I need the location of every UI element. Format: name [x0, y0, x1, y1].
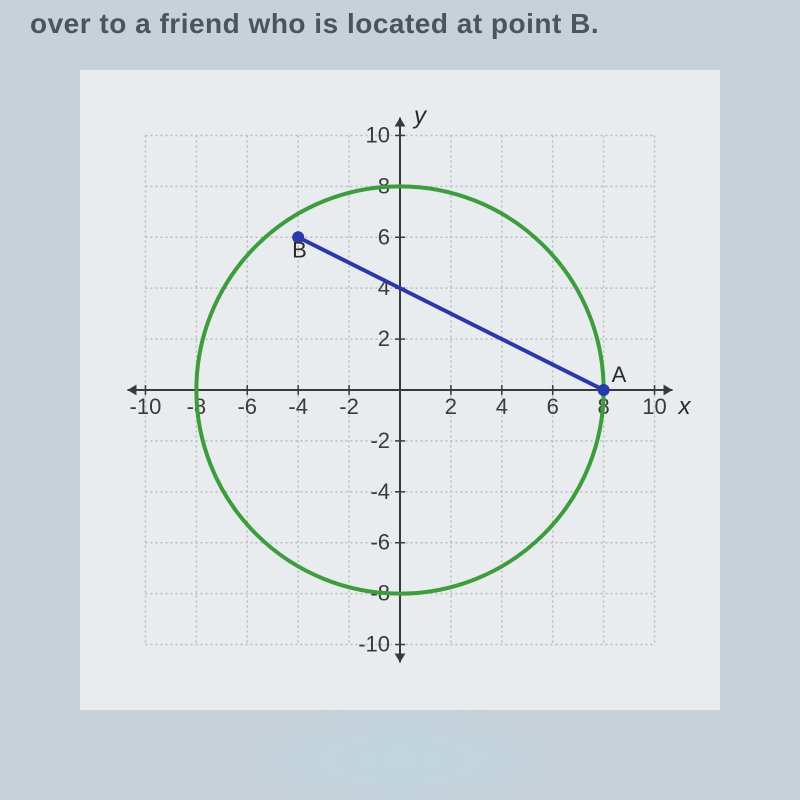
svg-text:10: 10	[642, 394, 666, 419]
svg-text:-4: -4	[288, 394, 308, 419]
svg-text:-2: -2	[339, 394, 359, 419]
svg-text:2: 2	[445, 394, 457, 419]
svg-text:A: A	[612, 362, 627, 387]
svg-text:-10: -10	[358, 632, 390, 657]
svg-text:B: B	[292, 237, 307, 262]
svg-text:y: y	[412, 102, 428, 129]
svg-text:-6: -6	[370, 530, 390, 555]
header-text: over to a friend who is located at point…	[30, 8, 599, 40]
svg-text:10: 10	[366, 122, 390, 147]
svg-text:-2: -2	[370, 428, 390, 453]
coordinate-chart: -10-8-6-4-2246810-10-8-6-4-2246810yxAB	[80, 70, 720, 710]
svg-text:6: 6	[378, 224, 390, 249]
svg-text:6: 6	[547, 394, 559, 419]
svg-text:2: 2	[378, 326, 390, 351]
svg-text:-6: -6	[237, 394, 257, 419]
glow-effect	[200, 700, 600, 800]
svg-text:x: x	[678, 393, 692, 420]
svg-text:-4: -4	[370, 479, 390, 504]
svg-text:4: 4	[496, 394, 508, 419]
svg-text:-10: -10	[130, 394, 162, 419]
